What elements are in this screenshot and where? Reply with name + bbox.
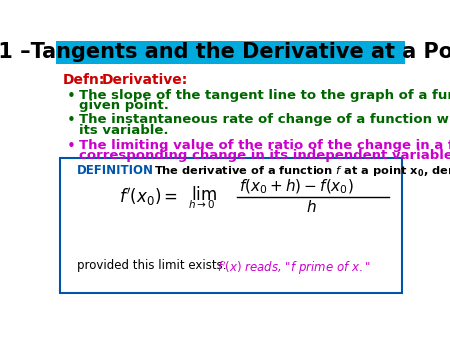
Text: Defn:: Defn: [63,73,106,87]
Text: provided this limit exists.: provided this limit exists. [77,259,227,272]
Text: $f'(x)$ reads, "$\mathit{f\ prime\ of\ x.}$": $f'(x)$ reads, "$\mathit{f\ prime\ of\ x… [217,259,370,277]
Text: Derivative:: Derivative: [102,73,188,87]
Text: given point.: given point. [79,99,169,112]
Text: its variable.: its variable. [79,124,168,137]
Text: $h$: $h$ [306,199,316,215]
Text: The $\bf{derivative}$ $\bf{of}$ $\bf{a}$ $\bf{function}$ $\mathbf{\mathit{f}}$ $: The $\bf{derivative}$ $\bf{of}$ $\bf{a}$… [154,164,450,179]
Text: $\lim$: $\lim$ [190,186,216,203]
Text: The limiting value of the ratio of the change in a function to the: The limiting value of the ratio of the c… [79,139,450,152]
FancyBboxPatch shape [60,158,401,293]
Text: The slope of the tangent line to the graph of a function at a: The slope of the tangent line to the gra… [79,89,450,102]
Text: $h\to 0$: $h\to 0$ [188,198,215,210]
Text: The instantaneous rate of change of a function with respect to: The instantaneous rate of change of a fu… [79,114,450,126]
Text: •: • [67,139,76,154]
Text: $f(x_0 + h) - f(x_0)$: $f(x_0 + h) - f(x_0)$ [239,178,354,196]
Text: $f'(x_0) =$: $f'(x_0) =$ [119,186,178,208]
Text: •: • [67,89,76,104]
Text: corresponding change in its independent variable.: corresponding change in its independent … [79,149,450,162]
Text: DEFINITION: DEFINITION [77,164,154,177]
Text: •: • [67,114,76,128]
FancyBboxPatch shape [56,41,405,64]
Text: 3.1 –Tangents and the Derivative at a Point: 3.1 –Tangents and the Derivative at a Po… [0,42,450,62]
